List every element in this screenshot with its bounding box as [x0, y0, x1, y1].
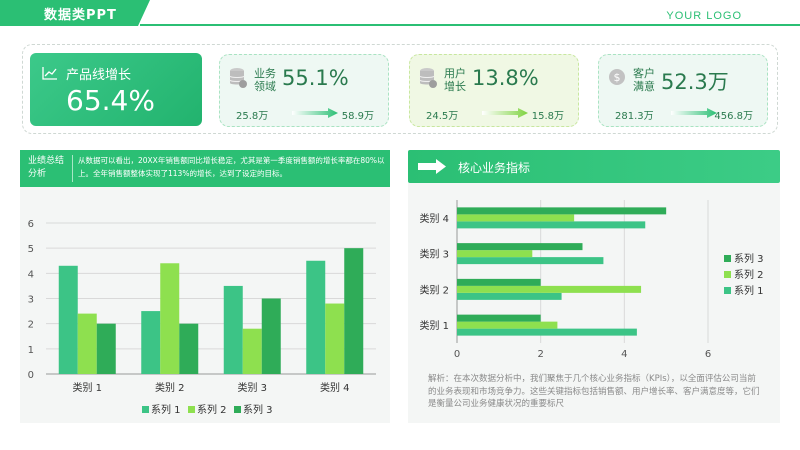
y-tick-label: 3	[28, 295, 34, 306]
arrow-right-icon	[292, 108, 338, 118]
summary-divider	[72, 155, 73, 182]
arrow-right-icon	[671, 108, 717, 118]
legend-label: 系列 1	[734, 284, 764, 297]
logo: YOUR LOGO	[666, 10, 742, 22]
legend-swatch	[188, 406, 195, 413]
y-tick-label: 4	[28, 269, 34, 280]
kpi-main-value: 65.4%	[66, 84, 155, 117]
kpi-from-value: 24.5万	[426, 111, 459, 122]
y-tick-label: 5	[28, 244, 34, 255]
kpi-value: 13.8%	[472, 66, 539, 90]
column-bar	[242, 328, 262, 374]
kpi-to-value: 58.9万	[341, 111, 374, 122]
y-tick-label: 类别 2	[419, 283, 449, 296]
legend-swatch	[724, 287, 731, 294]
summary-header: 业绩总结分析 从数据可以看出，20XX年销售额同比增长稳定，尤其是第一季度销售额…	[20, 150, 390, 187]
x-tick-label: 类别 3	[237, 381, 267, 394]
bar	[457, 221, 646, 229]
bar	[457, 257, 604, 265]
bar	[457, 314, 541, 322]
kpi-main-card: 产品线增长 65.4%	[30, 53, 202, 126]
legend-label: 系列 2	[197, 403, 227, 416]
analysis-note: 解析：在本次数据分析中，我们聚焦于几个核心业务指标（KPIs），以全面评估公司当…	[428, 374, 760, 409]
bar-chart: 0 2 4 6 类别 1 类别 2 类别 3 类别 4 系列 3 系列 2 系列 1	[419, 200, 764, 360]
y-tick-label: 0	[28, 370, 34, 381]
kpi-from-value: 25.8万	[236, 111, 269, 122]
y-tick-label: 类别 3	[419, 248, 449, 261]
column-bar	[160, 263, 180, 374]
bar	[457, 243, 583, 251]
kpi-section-title: 核心业务指标	[458, 161, 531, 175]
kpi-container	[22, 44, 778, 134]
x-tick-label: 6	[705, 349, 711, 360]
legend-swatch	[724, 271, 731, 278]
column-bar	[325, 303, 345, 374]
legend-label: 系列 3	[243, 403, 273, 416]
bar	[457, 328, 637, 336]
legend-swatch	[234, 406, 241, 413]
x-tick-label: 类别 2	[155, 381, 185, 394]
kpi-card-business: 业务 领域 55.1% 25.8万 58.9万	[219, 54, 389, 127]
y-tick-label: 类别 4	[419, 212, 449, 225]
summary-tag: 业绩总结分析	[28, 156, 65, 179]
line-chart-icon	[42, 65, 58, 84]
kpi-card-satisfaction: $ 客户 满意 52.3万 281.3万 456.8万	[598, 54, 768, 127]
svg-text:$: $	[614, 71, 621, 84]
kpi-to-value: 15.8万	[531, 111, 564, 122]
kpi-value: 55.1%	[282, 66, 349, 90]
bar	[457, 285, 642, 293]
x-tick-label: 类别 1	[72, 381, 102, 394]
x-tick-label: 4	[621, 349, 627, 360]
bar-chart-panel: 0 2 4 6 类别 1 类别 2 类别 3 类别 4 系列 3 系列 2 系列 1	[408, 183, 780, 423]
column-bar	[344, 248, 364, 374]
kpi-main-label: 产品线增长	[66, 68, 132, 83]
column-bar	[77, 313, 97, 374]
y-tick-label: 1	[28, 345, 34, 356]
x-tick-label: 类别 4	[320, 381, 350, 394]
x-tick-label: 2	[537, 349, 543, 360]
database-icon	[228, 67, 248, 93]
y-tick-label: 6	[28, 219, 34, 230]
kpi-to-value: 456.8万	[714, 111, 753, 122]
bar	[457, 321, 558, 329]
legend-label: 系列 1	[151, 403, 181, 416]
y-tick-label: 类别 1	[419, 319, 449, 332]
column-chart: 0 1 2 3 4 5 6 类别 1 类别 2 类别 3 类别 4 系列 1 系列 2 系列 3	[28, 219, 376, 416]
bar	[457, 278, 541, 286]
legend-label: 系列 3	[734, 252, 764, 265]
dollar-icon: $	[607, 67, 627, 91]
bar	[457, 214, 575, 222]
kpi-card-users: 用户 增长 13.8% 24.5万 15.8万	[409, 54, 579, 127]
kpi-label: 业务 领域	[254, 67, 276, 93]
column-bar	[306, 260, 326, 374]
column-bar	[223, 285, 243, 374]
column-chart-panel: 0 1 2 3 4 5 6 类别 1 类别 2 类别 3 类别 4 系列 1 系列 2 系列 3	[20, 187, 390, 423]
legend-swatch	[142, 406, 149, 413]
kpi-value: 52.3万	[661, 70, 729, 94]
bar	[457, 250, 533, 258]
kpi-label: 用户 增长	[444, 67, 466, 93]
kpi-label: 客户 满意	[633, 67, 655, 93]
kpi-from-value: 281.3万	[615, 111, 654, 122]
header-line	[140, 24, 800, 26]
bar	[457, 207, 667, 215]
column-bar	[58, 265, 78, 374]
header-bar	[0, 0, 150, 26]
column-bar	[141, 311, 161, 374]
arrow-right-icon	[418, 159, 446, 174]
column-bar	[96, 323, 116, 374]
column-bar	[179, 323, 199, 374]
y-tick-label: 2	[28, 320, 34, 331]
x-tick-label: 0	[454, 349, 460, 360]
summary-text: 从数据可以看出，20XX年销售额同比增长稳定，尤其是第一季度销售额的增长率都在8…	[78, 156, 385, 178]
legend-swatch	[724, 255, 731, 262]
arrow-right-icon	[482, 108, 528, 118]
legend-label: 系列 2	[734, 268, 764, 281]
database-icon	[418, 67, 438, 93]
page-title: 数据类PPT	[44, 8, 117, 23]
bar	[457, 292, 562, 300]
column-bar	[261, 298, 281, 374]
kpi-section-header: 核心业务指标	[408, 150, 780, 183]
